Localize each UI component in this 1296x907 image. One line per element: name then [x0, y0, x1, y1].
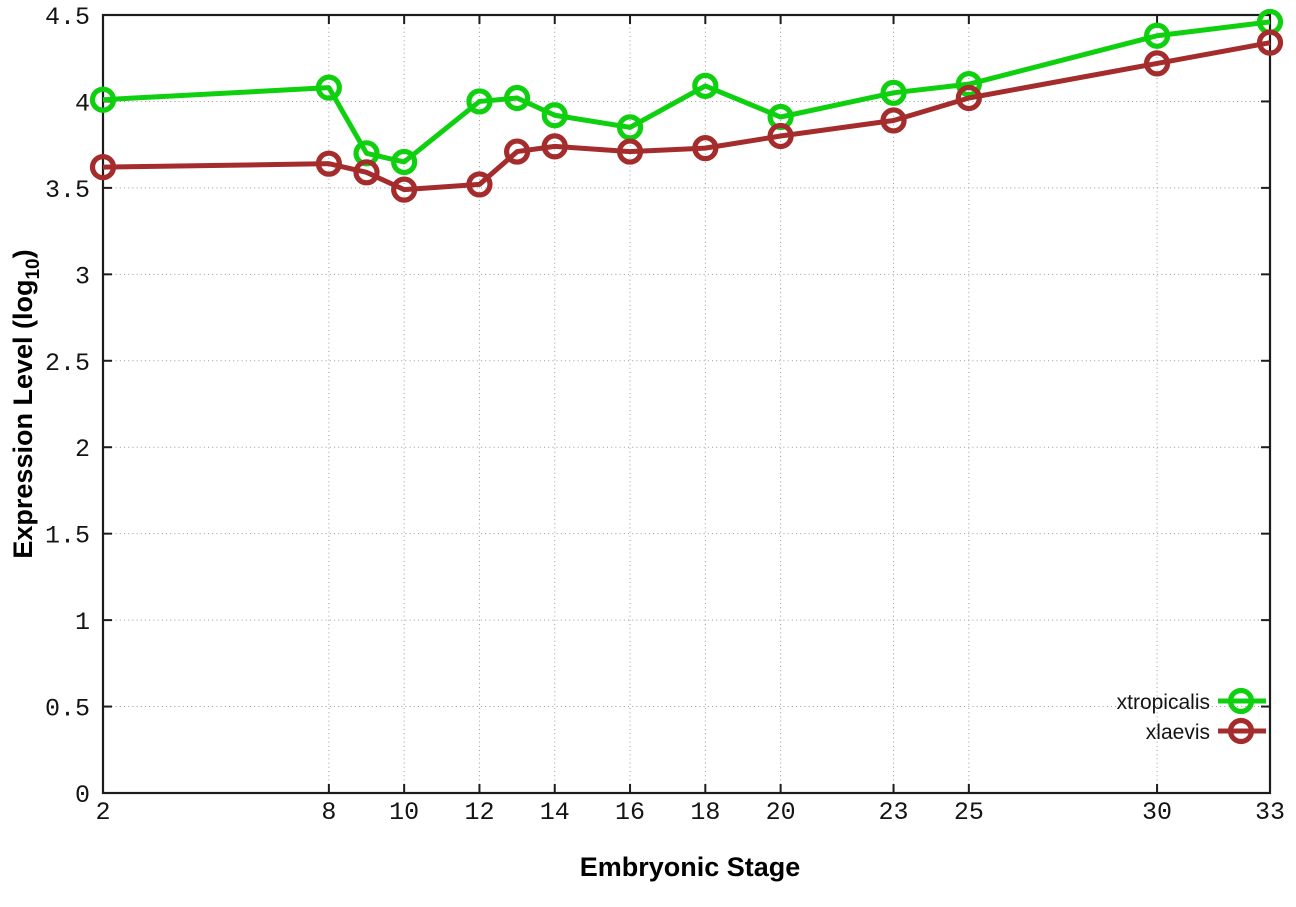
data-point-xtropicalis	[89, 86, 117, 113]
y-tick-label: 1.5	[45, 522, 90, 551]
legend: xtropicalis xlaevis	[1117, 687, 1266, 745]
x-tick-label: 20	[766, 798, 796, 827]
data-point-xlaevis	[955, 84, 982, 112]
data-point-xtropicalis	[1143, 22, 1171, 49]
data-point-xlaevis	[1256, 29, 1284, 56]
y-tick-label: 2.5	[45, 349, 90, 378]
data-point-xlaevis	[880, 107, 907, 134]
data-point-xlaevis	[692, 135, 719, 162]
gridlines	[102, 14, 1271, 794]
y-tick-label: 4	[75, 89, 90, 118]
y-axis-title-subscript: 10	[23, 258, 44, 279]
x-tick-label: 16	[615, 798, 645, 827]
y-axis-title: Expression Level (log10)	[8, 249, 44, 558]
x-tick-label: 25	[954, 798, 984, 827]
legend-sample-marker	[1227, 687, 1255, 715]
series-line-xtropicalis	[102, 19, 1271, 165]
legend-sample-marker	[1227, 717, 1255, 745]
y-tick-label: 3.5	[45, 176, 90, 205]
x-tick-label: 18	[690, 798, 720, 827]
data-point-xlaevis	[391, 176, 418, 203]
data-point-xlaevis	[767, 122, 794, 150]
y-tick-label: 1	[75, 608, 90, 637]
legend-label: xtropicalis	[1117, 691, 1210, 714]
data-point-xtropicalis	[616, 114, 644, 141]
y-tick-label: 0.5	[45, 695, 90, 724]
y-tick-label: 4.5	[45, 3, 90, 32]
data-point-xtropicalis	[466, 88, 493, 115]
legend-label: xlaevis	[1146, 721, 1210, 744]
axis-ticks	[102, 14, 1271, 794]
plot-border	[101, 13, 1272, 795]
data-point-xlaevis	[353, 159, 380, 186]
x-tick-label: 30	[1142, 798, 1172, 827]
data-point-xlaevis	[503, 138, 531, 165]
data-point-xlaevis	[315, 150, 342, 177]
series-line-xlaevis	[102, 40, 1271, 193]
y-tick-label: 3	[75, 262, 90, 291]
data-point-xtropicalis	[315, 74, 342, 101]
data-point-xtropicalis	[880, 79, 907, 106]
x-tick-label: 14	[540, 798, 570, 827]
plot-border-layer	[101, 13, 1272, 795]
data-point-xtropicalis	[541, 102, 568, 129]
legend-entry-xtropicalis: xtropicalis	[1117, 687, 1266, 715]
data-point-xtropicalis	[692, 72, 719, 99]
data-point-xlaevis	[89, 154, 117, 181]
data-point-xtropicalis	[955, 71, 982, 98]
data-point-xlaevis	[541, 133, 568, 160]
y-tick-label: 2	[75, 435, 90, 464]
x-tick-label: 8	[321, 798, 336, 827]
data-point-xlaevis	[616, 138, 644, 165]
x-tick-label: 12	[464, 798, 494, 827]
y-axis-title-close: )	[8, 249, 38, 258]
data-point-xlaevis	[1143, 50, 1171, 77]
x-axis-title: Embryonic Stage	[580, 852, 801, 882]
y-axis-title-main: Expression Level (log	[8, 280, 38, 559]
data-series	[89, 8, 1284, 203]
legend-entry-xlaevis: xlaevis	[1146, 717, 1266, 745]
x-tick-label: 10	[389, 798, 419, 827]
x-tick-label: 33	[1255, 798, 1285, 827]
data-point-xtropicalis	[503, 84, 531, 112]
y-tick-label: 0	[75, 781, 90, 810]
data-point-xtropicalis	[391, 148, 418, 176]
axis-tick-labels: 2 8 10 12 14 16 18 20 23 25 30 33 0 0.5 1 1.5 2 2.5 3 3.5 4 4…	[45, 3, 1285, 827]
data-point-xlaevis	[466, 171, 493, 198]
x-tick-label: 23	[879, 798, 909, 827]
x-tick-label: 2	[95, 798, 110, 827]
